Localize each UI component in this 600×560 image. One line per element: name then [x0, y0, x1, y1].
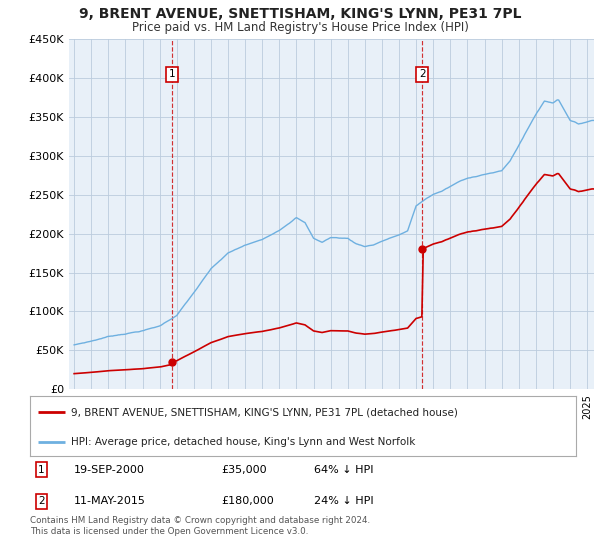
Text: 24% ↓ HPI: 24% ↓ HPI [314, 496, 374, 506]
Text: 2: 2 [419, 69, 425, 79]
Text: 9, BRENT AVENUE, SNETTISHAM, KING'S LYNN, PE31 7PL (detached house): 9, BRENT AVENUE, SNETTISHAM, KING'S LYNN… [71, 407, 458, 417]
Text: 19-SEP-2000: 19-SEP-2000 [74, 465, 145, 474]
Text: HPI: Average price, detached house, King's Lynn and West Norfolk: HPI: Average price, detached house, King… [71, 437, 415, 447]
Text: 1: 1 [38, 465, 45, 474]
Text: Contains HM Land Registry data © Crown copyright and database right 2024.
This d: Contains HM Land Registry data © Crown c… [30, 516, 370, 536]
Text: £180,000: £180,000 [221, 496, 274, 506]
Text: Price paid vs. HM Land Registry's House Price Index (HPI): Price paid vs. HM Land Registry's House … [131, 21, 469, 34]
Text: £35,000: £35,000 [221, 465, 267, 474]
Text: 64% ↓ HPI: 64% ↓ HPI [314, 465, 373, 474]
Text: 2: 2 [38, 496, 45, 506]
Text: 9, BRENT AVENUE, SNETTISHAM, KING'S LYNN, PE31 7PL: 9, BRENT AVENUE, SNETTISHAM, KING'S LYNN… [79, 7, 521, 21]
Text: 1: 1 [169, 69, 175, 79]
Text: 11-MAY-2015: 11-MAY-2015 [74, 496, 146, 506]
